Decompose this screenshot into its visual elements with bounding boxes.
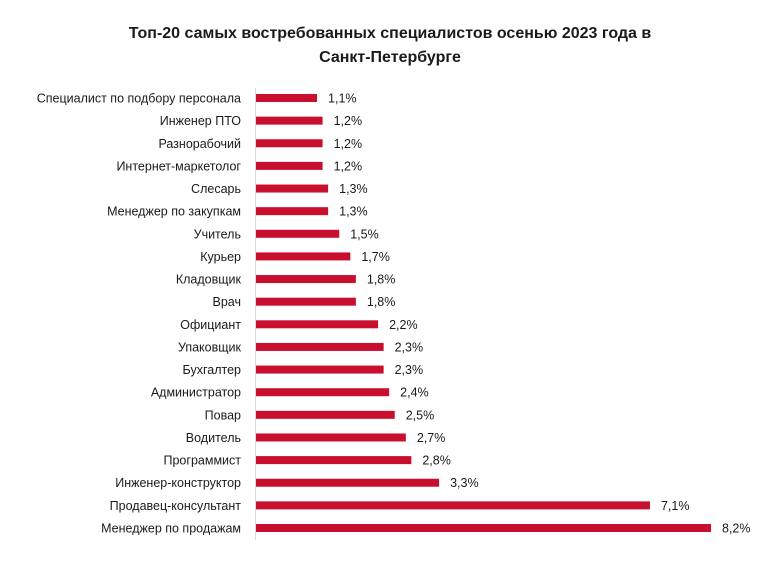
data-label: 1,3% bbox=[339, 205, 368, 219]
bar bbox=[256, 275, 356, 284]
category-label: Учитель bbox=[194, 227, 241, 241]
data-label: 1,3% bbox=[339, 182, 368, 196]
data-label: 2,8% bbox=[422, 454, 451, 468]
category-label: Официант bbox=[180, 318, 241, 332]
data-label: 1,7% bbox=[361, 250, 390, 264]
bar bbox=[256, 365, 384, 374]
category-label: Разнорабочий bbox=[158, 137, 241, 151]
data-label: 2,7% bbox=[417, 431, 446, 445]
data-label: 1,2% bbox=[334, 137, 363, 151]
category-label: Администратор bbox=[151, 386, 241, 400]
category-label: Продавец-консультант bbox=[110, 499, 242, 513]
bar bbox=[256, 94, 318, 102]
data-label: 1,8% bbox=[367, 273, 396, 287]
bar bbox=[256, 524, 711, 532]
data-label: 2,3% bbox=[395, 363, 424, 377]
bar bbox=[256, 388, 390, 397]
bar bbox=[256, 184, 329, 193]
data-label: 1,1% bbox=[328, 92, 357, 106]
category-label: Специалист по подбору персонала bbox=[37, 92, 241, 106]
data-label: 1,2% bbox=[334, 159, 363, 173]
data-label: 1,5% bbox=[350, 227, 379, 241]
category-label: Программист bbox=[164, 454, 242, 468]
chart-title-line-2: Санкт-Петербурге bbox=[319, 49, 461, 66]
category-label: Интернет-маркетолог bbox=[116, 159, 241, 173]
bar bbox=[256, 229, 340, 238]
category-label: Инженер-конструктор bbox=[115, 476, 241, 490]
category-label: Инженер ПТО bbox=[160, 114, 242, 128]
bar bbox=[256, 297, 356, 306]
category-label: Курьер bbox=[200, 250, 241, 264]
bar bbox=[256, 433, 406, 442]
data-label: 8,2% bbox=[722, 522, 751, 536]
category-label: Менеджер по закупкам bbox=[107, 205, 241, 219]
data-label: 2,4% bbox=[400, 386, 429, 400]
data-label: 1,8% bbox=[367, 295, 396, 309]
data-label: 2,3% bbox=[395, 340, 424, 354]
data-label: 1,2% bbox=[334, 114, 363, 128]
bar bbox=[256, 252, 351, 261]
category-label: Водитель bbox=[186, 431, 241, 445]
bar bbox=[256, 116, 323, 125]
bar bbox=[256, 501, 650, 510]
data-label: 3,3% bbox=[450, 476, 479, 490]
category-label: Кладовщик bbox=[176, 273, 242, 287]
bar bbox=[256, 320, 379, 329]
category-label: Повар bbox=[205, 408, 241, 422]
bar bbox=[256, 410, 395, 419]
data-label: 2,2% bbox=[389, 318, 418, 332]
category-label: Врач bbox=[213, 295, 241, 309]
data-label: 7,1% bbox=[661, 499, 690, 513]
bar bbox=[256, 139, 323, 148]
bar bbox=[256, 456, 412, 465]
bar bbox=[256, 342, 384, 351]
bar bbox=[256, 161, 323, 170]
data-label: 2,5% bbox=[406, 408, 435, 422]
bar bbox=[256, 207, 329, 216]
category-label: Упаковщик bbox=[178, 340, 242, 354]
category-label: Бухгалтер bbox=[183, 363, 241, 377]
category-label: Менеджер по продажам bbox=[101, 522, 241, 536]
bar bbox=[256, 478, 440, 487]
category-label: Слесарь bbox=[191, 182, 241, 196]
chart-title-line-1: Топ-20 самых востребованных специалистов… bbox=[129, 25, 652, 42]
